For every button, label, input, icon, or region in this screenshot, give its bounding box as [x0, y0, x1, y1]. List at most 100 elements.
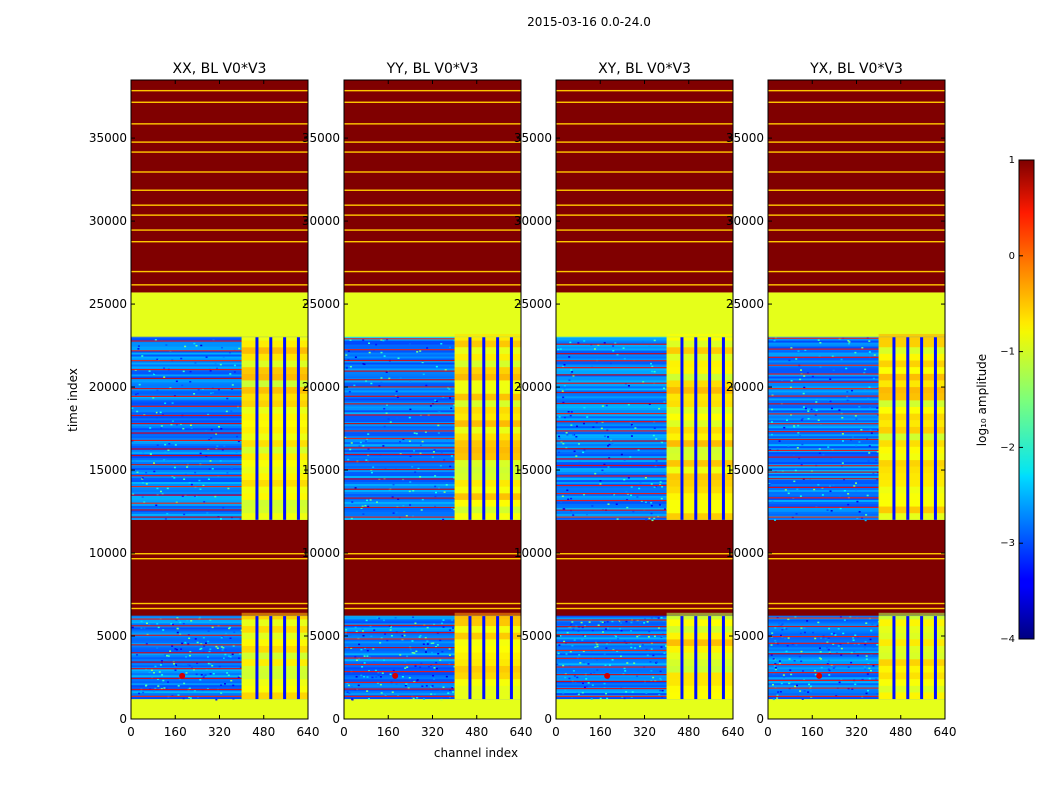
colorbar: −4 −3 −2 −1 0 1 log₁₀ amplitude: [975, 155, 1035, 645]
panel-title: XY, BL V0*V3: [598, 61, 691, 77]
rfi-peak: [392, 672, 399, 679]
y-tick-label: 20000: [89, 380, 127, 394]
region-2: [556, 519, 733, 617]
rfi-peak: [816, 672, 823, 679]
panel-2: YY, BL V0*V3 0 160 320 480 640 0 5000 10000 15000…: [302, 61, 533, 739]
panel-title: YY, BL V0*V3: [386, 61, 479, 77]
y-tick-label: 5000: [309, 629, 340, 643]
y-tick-label: 0: [332, 712, 340, 726]
heatmap-image: [131, 80, 308, 719]
region-5: [768, 80, 945, 293]
y-tick-label: 30000: [726, 214, 764, 228]
region-4: [131, 292, 308, 338]
y-tick-label: 20000: [302, 380, 340, 394]
panel-4: YX, BL V0*V3 0 160 320 480 640 0 5000 10000 15000…: [726, 61, 957, 739]
flag-lines: [556, 343, 733, 697]
y-tick-label: 35000: [726, 131, 764, 145]
colorbar-tick-label: −3: [1000, 538, 1015, 549]
region-0: [131, 699, 308, 719]
region-0: [556, 699, 733, 719]
x-tick-label: 160: [377, 725, 400, 739]
x-tick-label: 640: [934, 725, 957, 739]
heatmap-image: [768, 80, 945, 719]
masked-flag-lines: [768, 89, 945, 610]
rfi-band: [454, 333, 521, 700]
region-0: [344, 699, 521, 719]
y-tick-label: 10000: [302, 546, 340, 560]
y-tick-label: 35000: [514, 131, 552, 145]
region-2: [131, 519, 308, 617]
rfi-peak: [604, 672, 611, 679]
rfi-peak: [179, 672, 186, 679]
x-tick-label: 640: [297, 725, 320, 739]
y-tick-label: 35000: [89, 131, 127, 145]
y-tick-label: 5000: [521, 629, 552, 643]
region-2: [768, 519, 945, 617]
heatmap-image: [344, 80, 521, 719]
panel-3: XY, BL V0*V3 0 160 320 480 640 0 5000 10000 15000…: [514, 61, 745, 739]
x-tick-label: 640: [722, 725, 745, 739]
y-tick-label: 0: [544, 712, 552, 726]
x-tick-label: 320: [421, 725, 444, 739]
y-tick-label: 30000: [89, 214, 127, 228]
y-tick-label: 25000: [726, 297, 764, 311]
x-tick-label: 480: [465, 725, 488, 739]
y-tick-label: 15000: [89, 463, 127, 477]
y-tick-label: 25000: [302, 297, 340, 311]
y-tick-label: 35000: [302, 131, 340, 145]
x-tick-label: 160: [164, 725, 187, 739]
y-tick-label: 20000: [726, 380, 764, 394]
x-tick-label: 480: [889, 725, 912, 739]
rfi-band: [666, 333, 733, 700]
colorbar-frame: [1018, 159, 1035, 640]
y-tick-label: 0: [756, 712, 764, 726]
y-axis-label: time index: [66, 368, 80, 432]
panels: XX, BL V0*V3 0 160 320 480 640 0 5000 10000 15000…: [89, 61, 957, 739]
flag-lines: [768, 337, 945, 697]
colorbar-tick-label: −1: [1000, 347, 1015, 358]
y-tick-label: 30000: [514, 214, 552, 228]
masked-flag-lines: [344, 89, 521, 610]
panel-title: YX, BL V0*V3: [809, 61, 903, 77]
x-tick-label: 160: [801, 725, 824, 739]
region-4: [344, 292, 521, 338]
x-tick-label: 0: [552, 725, 560, 739]
region-2: [344, 519, 521, 617]
y-tick-label: 10000: [89, 546, 127, 560]
flag-lines: [131, 340, 308, 697]
panel-1: XX, BL V0*V3 0 160 320 480 640 0 5000 10000 15000…: [89, 61, 320, 739]
region-4: [556, 292, 733, 338]
x-tick-label: 640: [510, 725, 533, 739]
region-5: [131, 80, 308, 293]
colorbar-gradient: [1019, 160, 1034, 639]
figure-title: 2015-03-16 0.0-24.0: [527, 15, 651, 29]
y-tick-label: 20000: [514, 380, 552, 394]
panel-title: XX, BL V0*V3: [173, 61, 267, 77]
x-tick-label: 0: [127, 725, 135, 739]
y-tick-label: 15000: [514, 463, 552, 477]
region-5: [556, 80, 733, 293]
y-tick-label: 10000: [726, 546, 764, 560]
heatmap-image: [556, 80, 733, 719]
flag-lines: [344, 338, 521, 697]
y-tick-label: 5000: [96, 629, 127, 643]
x-tick-label: 320: [633, 725, 656, 739]
masked-flag-lines: [131, 89, 308, 610]
y-tick-label: 15000: [302, 463, 340, 477]
region-4: [768, 292, 945, 338]
x-tick-label: 480: [677, 725, 700, 739]
x-tick-label: 160: [589, 725, 612, 739]
colorbar-tick-label: 1: [1009, 155, 1015, 166]
rfi-band: [878, 333, 945, 700]
x-axis-label: channel index: [434, 746, 518, 760]
region-5: [344, 80, 521, 293]
x-tick-label: 0: [340, 725, 348, 739]
y-tick-label: 25000: [514, 297, 552, 311]
y-tick-label: 0: [119, 712, 127, 726]
y-tick-label: 5000: [733, 629, 764, 643]
masked-flag-lines: [556, 89, 733, 610]
y-tick-label: 30000: [302, 214, 340, 228]
region-0: [768, 699, 945, 719]
x-tick-label: 320: [845, 725, 868, 739]
